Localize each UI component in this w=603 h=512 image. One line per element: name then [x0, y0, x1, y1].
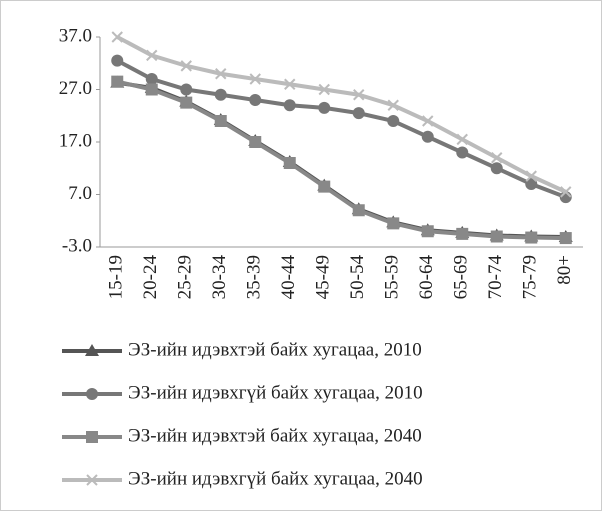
point — [525, 178, 538, 190]
x-tick-label: 45-49 — [313, 255, 334, 299]
x-tick-label: 30-34 — [209, 255, 230, 300]
series-line — [116, 35, 567, 194]
y-tick-label: 17.0 — [59, 130, 92, 151]
point — [318, 180, 331, 193]
x-tick-label: 75-79 — [520, 255, 541, 299]
legend-label: ЭЗ-ийн идэвхтэй байх хугацаа, 2010 — [128, 339, 422, 360]
point — [249, 73, 261, 85]
point — [352, 204, 365, 217]
point — [215, 68, 227, 80]
point — [560, 186, 572, 198]
point — [490, 162, 503, 175]
point — [180, 60, 192, 72]
point — [387, 99, 399, 111]
point — [180, 96, 193, 109]
y-tick-label: 7.0 — [68, 183, 92, 204]
x-tick-label: 25-29 — [175, 255, 196, 299]
legend-label: ЭЗ-ийн идэвхгүй байх хугацаа, 2040 — [128, 468, 423, 489]
point — [318, 101, 331, 114]
legend-marker — [86, 388, 98, 400]
x-tick-label: 65-69 — [451, 255, 472, 299]
point — [421, 130, 434, 143]
point — [283, 157, 296, 169]
point — [146, 49, 158, 62]
x-tick-label: 80+ — [554, 255, 575, 285]
point — [525, 170, 537, 182]
legend-label: ЭЗ-ийн идэвхгүй байх хугацаа, 2010 — [128, 382, 423, 403]
point — [387, 217, 400, 230]
point — [111, 54, 124, 67]
point — [111, 75, 124, 88]
legend-marker — [86, 474, 98, 486]
point — [490, 230, 503, 243]
point — [387, 115, 400, 127]
x-tick-label: 60-64 — [416, 255, 437, 300]
x-tick-label: 20-24 — [140, 255, 161, 300]
point — [491, 152, 503, 164]
point — [145, 83, 158, 96]
point — [284, 78, 296, 90]
legend-marker — [85, 344, 99, 356]
point — [214, 115, 227, 127]
legend-label: ЭЗ-ийн идэвхтэй байх хугацаа, 2040 — [128, 425, 422, 446]
x-tick-label: 35-39 — [244, 255, 265, 299]
point — [421, 225, 434, 238]
point — [525, 231, 538, 244]
point — [456, 227, 469, 240]
y-tick-label: 27.0 — [59, 78, 92, 99]
x-tick-label: 70-74 — [485, 255, 506, 300]
point — [180, 83, 193, 96]
x-tick-label: 55-59 — [382, 255, 403, 299]
y-tick-label: -3.0 — [62, 235, 92, 256]
point — [283, 99, 296, 112]
point — [352, 107, 365, 120]
point — [249, 136, 262, 148]
point — [145, 73, 158, 85]
point — [249, 94, 262, 106]
point — [456, 133, 468, 146]
point — [456, 146, 469, 159]
point — [318, 83, 330, 96]
point — [422, 115, 434, 127]
legend-marker — [86, 431, 98, 443]
point — [111, 31, 123, 43]
x-tick-label: 50-54 — [347, 255, 368, 300]
point — [559, 232, 572, 245]
x-tick-label: 40-44 — [278, 255, 299, 300]
y-tick-label: 37.0 — [59, 25, 92, 46]
x-tick-label: 15-19 — [106, 255, 127, 299]
point — [214, 88, 227, 101]
point — [353, 89, 365, 101]
